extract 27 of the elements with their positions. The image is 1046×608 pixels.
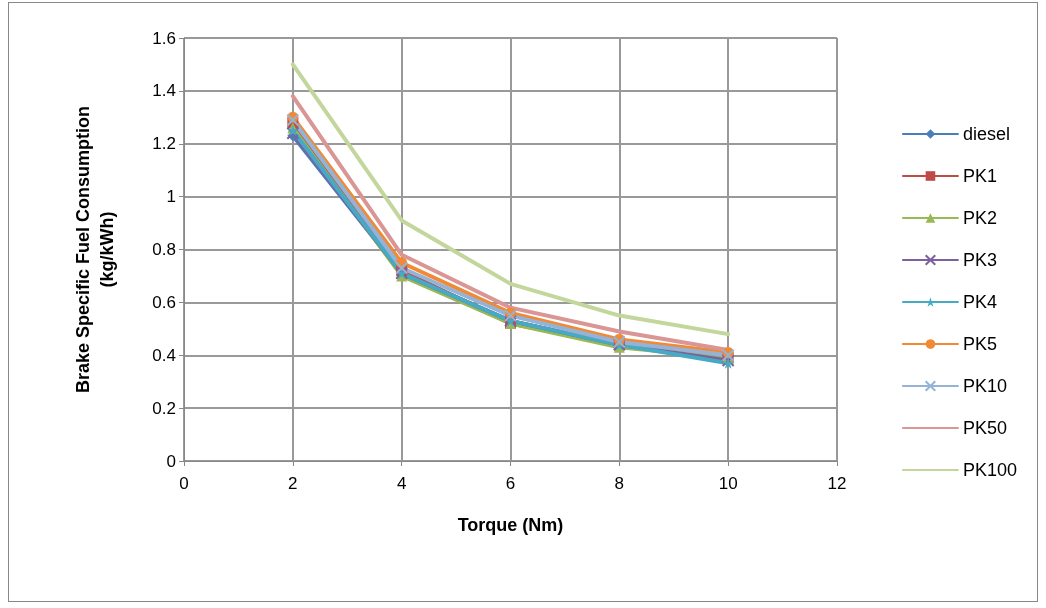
x-tick-label: 10	[718, 474, 738, 493]
x-tick-label: 0	[179, 474, 189, 493]
x-tick-label: 12	[827, 474, 847, 493]
legend-label: PK100	[962, 460, 1017, 480]
legend-label: PK50	[962, 418, 1007, 438]
y-axis-title: Brake Specific Fuel Consumption (kg/kWh)	[73, 105, 117, 394]
legend-label: diesel	[962, 124, 1010, 144]
y-tick-label: 1.4	[152, 81, 176, 101]
x-tick-label: 2	[288, 474, 298, 493]
x-tick-label: 6	[505, 474, 516, 493]
legend-label: PK3	[962, 250, 997, 270]
x-tick-label: 4	[396, 474, 407, 493]
y-tick-label: 0.4	[152, 345, 176, 365]
x-axis-title: Torque (Nm)	[457, 515, 564, 535]
y-tick-label: 0.6	[152, 292, 176, 312]
y-tick-label: 1.6	[152, 28, 176, 48]
y-tick-label: 1	[166, 187, 176, 207]
y-tick-label: 0.8	[152, 240, 176, 259]
y-tick-label: 0.2	[152, 398, 176, 418]
legend-label: PK4	[962, 292, 997, 312]
legend-label: PK5	[962, 334, 997, 354]
legend-label: PK10	[962, 376, 1007, 396]
y-tick-label: 1.2	[152, 134, 176, 154]
legend-label: PK1	[962, 166, 997, 186]
legend-label: PK2	[962, 208, 997, 228]
x-tick-label: 8	[614, 474, 625, 493]
y-tick-label: 0	[166, 451, 176, 471]
